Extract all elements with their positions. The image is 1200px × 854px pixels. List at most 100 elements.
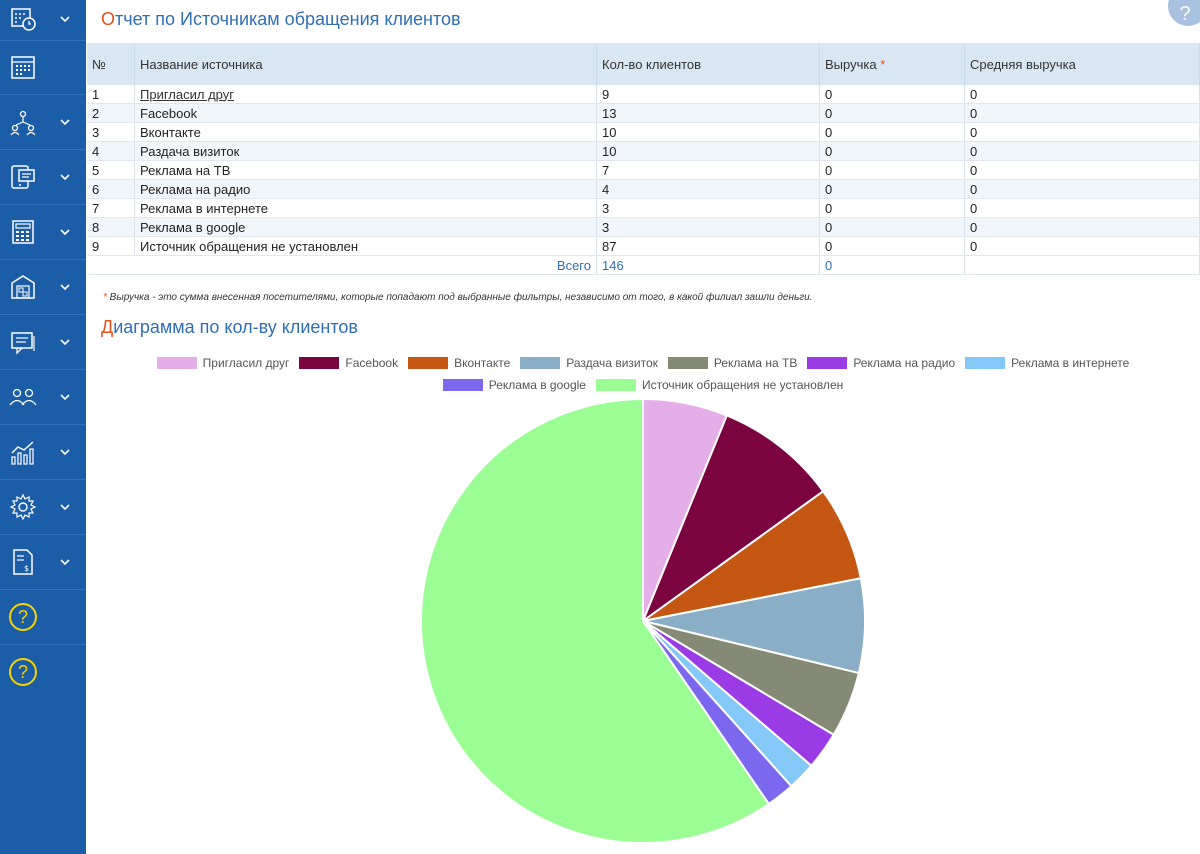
cell-source-name: Реклама на радио	[134, 179, 597, 199]
cell-source-name[interactable]: Пригласил друг	[134, 85, 597, 104]
legend-item[interactable]: Реклама в интернете	[965, 356, 1129, 370]
chevron-down-icon	[60, 504, 70, 511]
pie-chart	[420, 397, 866, 844]
legend-row: Реклама в google Источник обращения не ус…	[86, 374, 1200, 396]
cell-avg-revenue: 0	[964, 198, 1200, 218]
legend-item[interactable]: Вконтакте	[408, 356, 510, 370]
cell-source-name: Реклама в google	[134, 217, 597, 237]
legend-swatch	[408, 357, 449, 369]
cell-avg-revenue: 0	[964, 179, 1200, 199]
chevron-down-icon	[60, 394, 70, 401]
cell-number: 2	[87, 103, 135, 123]
cell-clients: 4	[596, 179, 820, 199]
total-clients: 146	[596, 255, 820, 275]
legend-label: Источник обращения не установлен	[641, 378, 844, 392]
cell-revenue: 0	[819, 122, 965, 142]
sidebar: $ ? ?	[0, 0, 86, 854]
main-content: Отчет по Источникам обращения клиентов ?…	[86, 0, 1200, 854]
chevron-down-icon	[60, 174, 70, 181]
legend-swatch	[965, 357, 1006, 369]
cell-number: 9	[87, 236, 135, 256]
cell-clients: 9	[596, 85, 820, 104]
chart-title: Диаграмма по кол-ву клиентов	[101, 317, 358, 337]
legend-swatch	[807, 357, 848, 369]
sidebar-item-messages[interactable]	[0, 316, 86, 370]
cell-clients: 10	[596, 141, 820, 161]
cell-source-name: Реклама в интернете	[134, 198, 597, 218]
col-clients[interactable]: Кол-во клиентов	[596, 43, 820, 85]
analytics-icon	[11, 441, 34, 465]
legend-item[interactable]: Источник обращения не установлен	[595, 378, 844, 392]
legend-label: Реклама на радио	[853, 356, 956, 370]
col-number[interactable]: №	[87, 43, 135, 85]
svg-text:$: $	[24, 564, 29, 573]
cell-avg-revenue: 0	[964, 160, 1200, 180]
sidebar-item-devices[interactable]	[0, 151, 86, 205]
cell-source-name: Раздача визиток	[134, 141, 597, 161]
legend-label: Реклама на ТВ	[713, 356, 798, 370]
clients-icon	[9, 388, 37, 406]
sidebar-item-structure[interactable]	[0, 96, 86, 150]
legend-item[interactable]: Раздача визиток	[520, 356, 658, 370]
sidebar-item-clients[interactable]	[0, 371, 86, 425]
sidebar-item-analytics[interactable]	[0, 426, 86, 480]
help-button[interactable]: ?	[1168, 0, 1200, 26]
legend-item[interactable]: Реклама в google	[442, 378, 586, 392]
sidebar-item-calculator[interactable]	[0, 206, 86, 260]
chevron-down-icon	[60, 284, 70, 291]
cell-number: 8	[87, 217, 135, 237]
total-revenue: 0	[819, 255, 965, 275]
total-row: Всего 146 0	[87, 255, 1200, 275]
col-avg-revenue[interactable]: Средняя выручка	[964, 43, 1200, 85]
sidebar-item-help-1[interactable]: ?	[0, 591, 86, 645]
legend-swatch	[520, 357, 561, 369]
sidebar-item-invoices[interactable]: $	[0, 536, 86, 590]
chevron-down-icon	[60, 559, 70, 566]
cell-avg-revenue: 0	[964, 236, 1200, 256]
legend-label: Реклама в интернете	[1011, 356, 1130, 370]
cell-source-name: Вконтакте	[134, 122, 597, 142]
cell-avg-revenue: 0	[964, 85, 1200, 104]
cell-avg-revenue: 0	[964, 217, 1200, 237]
table-row: 1 Пригласил друг 9 0 0	[87, 85, 1200, 104]
legend-item[interactable]: Пригласил друг	[156, 356, 289, 370]
warehouse-icon	[11, 275, 35, 299]
legend-item[interactable]: Реклама на ТВ	[667, 356, 798, 370]
cell-clients: 13	[596, 103, 820, 123]
cell-revenue: 0	[819, 198, 965, 218]
messages-icon	[11, 332, 35, 355]
table-header: № Название источника Кол-во клиентов Выр…	[87, 43, 1200, 85]
table-row: 5 Реклама на ТВ 7 0 0	[87, 160, 1200, 180]
legend-row: Пригласил друг Facebook Вконтакте Раздача в…	[86, 352, 1200, 374]
report-table: № Название источника Кол-во клиентов Выр…	[87, 43, 1200, 275]
help-icon: ?	[9, 603, 37, 631]
cell-clients: 10	[596, 122, 820, 142]
sidebar-item-schedule[interactable]	[0, 0, 86, 41]
org-structure-icon	[10, 110, 36, 136]
cell-avg-revenue: 0	[964, 141, 1200, 161]
cell-revenue: 0	[819, 141, 965, 161]
total-avg	[964, 255, 1200, 275]
sidebar-item-help-2[interactable]: ?	[0, 646, 86, 700]
sidebar-item-calendar[interactable]	[0, 41, 86, 95]
table-row: 8 Реклама в google 3 0 0	[87, 217, 1200, 237]
col-revenue[interactable]: Выручка *	[819, 43, 965, 85]
cell-number: 6	[87, 179, 135, 199]
legend-swatch	[299, 357, 340, 369]
help-icon: ?	[1179, 3, 1191, 25]
legend-item[interactable]: Facebook	[299, 356, 398, 370]
cell-revenue: 0	[819, 236, 965, 256]
pie-slice[interactable]	[420, 397, 771, 844]
cell-clients: 3	[596, 217, 820, 237]
table-row: 7 Реклама в интернете 3 0 0	[87, 198, 1200, 218]
col-source-name[interactable]: Название источника	[134, 43, 597, 85]
sidebar-item-settings[interactable]	[0, 481, 86, 535]
legend-item[interactable]: Реклама на радио	[807, 356, 955, 370]
legend-label: Facebook	[345, 356, 399, 370]
cell-revenue: 0	[819, 179, 965, 199]
sidebar-item-warehouse[interactable]	[0, 261, 86, 315]
calendar-grid-icon	[11, 56, 35, 79]
legend-label: Раздача визиток	[566, 356, 658, 370]
legend-label: Вконтакте	[454, 356, 511, 370]
pie-slice[interactable]	[640, 414, 825, 624]
